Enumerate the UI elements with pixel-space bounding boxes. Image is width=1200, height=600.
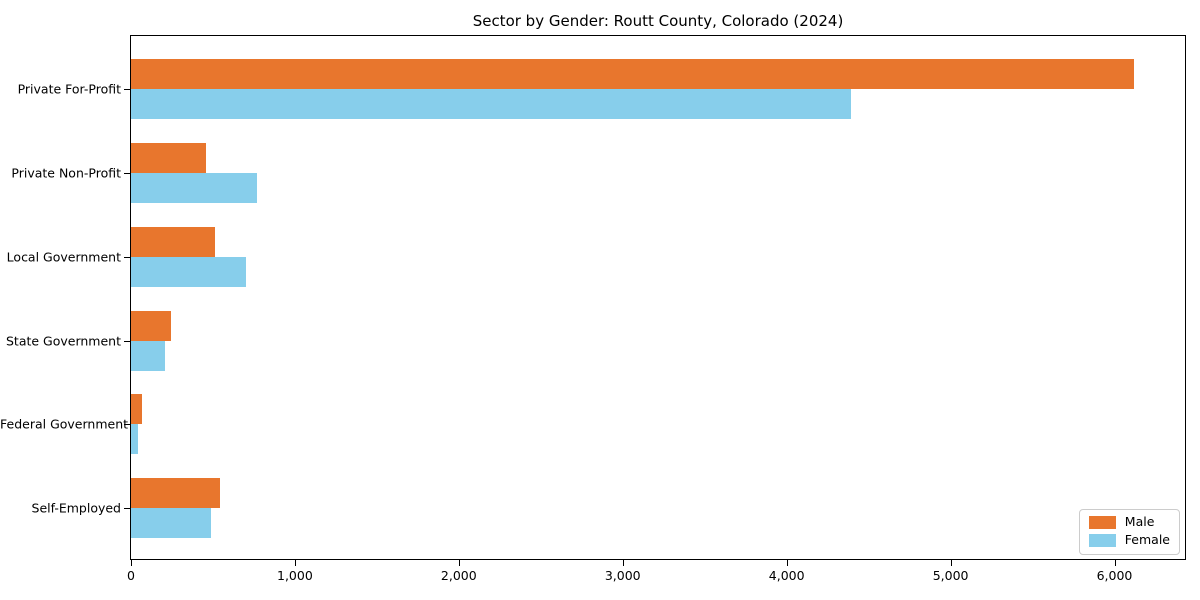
x-tick-mark	[131, 560, 132, 566]
y-tick-label-federal-government: Federal Government	[0, 416, 129, 432]
bar-male-state-government	[131, 310, 172, 341]
x-tick-mark	[458, 560, 460, 566]
legend-entry-male: Male	[1088, 514, 1170, 530]
y-tick-label-private-for-profit: Private For-Profit	[17, 81, 121, 97]
x-tick-label: 6,000	[1096, 568, 1133, 583]
bar-female-local-government	[131, 256, 246, 287]
bar-female-private-for-profit	[131, 88, 851, 119]
y-tick-mark	[124, 88, 130, 90]
x-tick-label: 4,000	[768, 568, 805, 583]
x-tick-label: 3,000	[604, 568, 641, 583]
legend-label-male: Male	[1124, 514, 1155, 530]
x-tick-label: 5,000	[932, 568, 969, 583]
bars-layer	[131, 36, 1185, 559]
bar-female-private-non-profit	[131, 172, 258, 203]
bar-male-local-government	[131, 226, 215, 257]
x-tick-mark	[622, 560, 624, 566]
y-tick-mark	[124, 424, 130, 426]
legend-entry-female: Female	[1088, 532, 1170, 548]
y-tick-mark	[124, 340, 130, 342]
bar-male-private-non-profit	[131, 142, 207, 173]
x-tick-label: 0	[127, 568, 135, 583]
y-tick-mark	[124, 172, 130, 174]
y-tick-mark	[124, 256, 130, 258]
y-tick-label-local-government: Local Government	[6, 249, 121, 265]
legend-swatch-female	[1088, 534, 1116, 547]
legend-label-female: Female	[1124, 532, 1170, 548]
legend: Male Female	[1078, 509, 1180, 555]
x-tick-mark	[950, 560, 952, 566]
y-tick-label-self-employed: Self-Employed	[31, 500, 121, 516]
bar-female-self-employed	[131, 508, 211, 539]
y-tick-label-private-non-profit: Private Non-Profit	[11, 165, 121, 181]
bar-female-federal-government	[131, 424, 138, 455]
x-tick-label: 1,000	[277, 568, 313, 583]
y-tick-mark	[124, 508, 130, 510]
legend-swatch-male	[1088, 516, 1116, 529]
x-tick-mark	[1114, 560, 1116, 566]
y-tick-label-state-government: State Government	[5, 333, 121, 349]
x-tick-mark	[294, 560, 296, 566]
plot-area: Male Female	[130, 35, 1186, 560]
x-tick-label: 2,000	[440, 568, 477, 583]
bar-female-state-government	[131, 340, 165, 371]
x-tick-mark	[786, 560, 788, 566]
bar-male-self-employed	[131, 478, 221, 509]
bar-male-federal-government	[131, 394, 143, 425]
bar-male-private-for-profit	[131, 58, 1135, 89]
chart-title: Sector by Gender: Routt County, Colorado…	[472, 12, 844, 30]
